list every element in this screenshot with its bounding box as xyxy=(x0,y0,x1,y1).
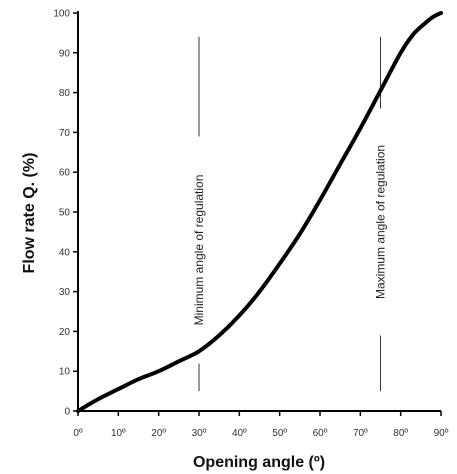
x-tick-label: 80º xyxy=(393,428,408,439)
x-tick-label: 60º xyxy=(313,428,328,439)
annotation-label: Minimum angle of regulation xyxy=(192,175,206,326)
y-tick-label: 50 xyxy=(59,208,71,219)
flow-rate-curve xyxy=(76,11,443,413)
y-tick-label: 70 xyxy=(59,128,71,139)
x-tick-label: 90º xyxy=(434,428,449,439)
y-tick-label: 60 xyxy=(59,168,71,179)
x-tick-label: 0º xyxy=(73,428,83,439)
annotation-label: Maximum angle of regulation xyxy=(374,145,388,299)
x-tick-label: 70º xyxy=(353,428,368,439)
y-tick-label: 10 xyxy=(59,367,71,378)
y-tick-label: 80 xyxy=(59,88,71,99)
x-tick-label: 50º xyxy=(272,428,287,439)
annotations: Minimum angle of regulation Maximum angle… xyxy=(192,36,388,392)
y-tick-label: 30 xyxy=(59,287,71,298)
y-tick-label: 20 xyxy=(59,327,71,338)
x-tick-label: 20º xyxy=(151,428,166,439)
x-axis-title: Opening angle (º) xyxy=(193,454,325,471)
y-tick-label: 90 xyxy=(59,48,71,59)
y-tick-label: 0 xyxy=(64,407,70,418)
y-tick-label: 100 xyxy=(53,9,70,20)
x-tick-label: 30º xyxy=(192,428,207,439)
x-tick-label: 10º xyxy=(111,428,126,439)
axes xyxy=(77,11,441,412)
ticks: 0 10 20 30 40 50 60 70 80 90 100 0º 10º 20º 30º 40º 50º 6… xyxy=(53,9,448,440)
y-tick-label: 40 xyxy=(59,247,71,258)
x-tick-label: 40º xyxy=(232,428,247,439)
y-axis-title: Flow rate Q. (%) xyxy=(21,153,38,274)
